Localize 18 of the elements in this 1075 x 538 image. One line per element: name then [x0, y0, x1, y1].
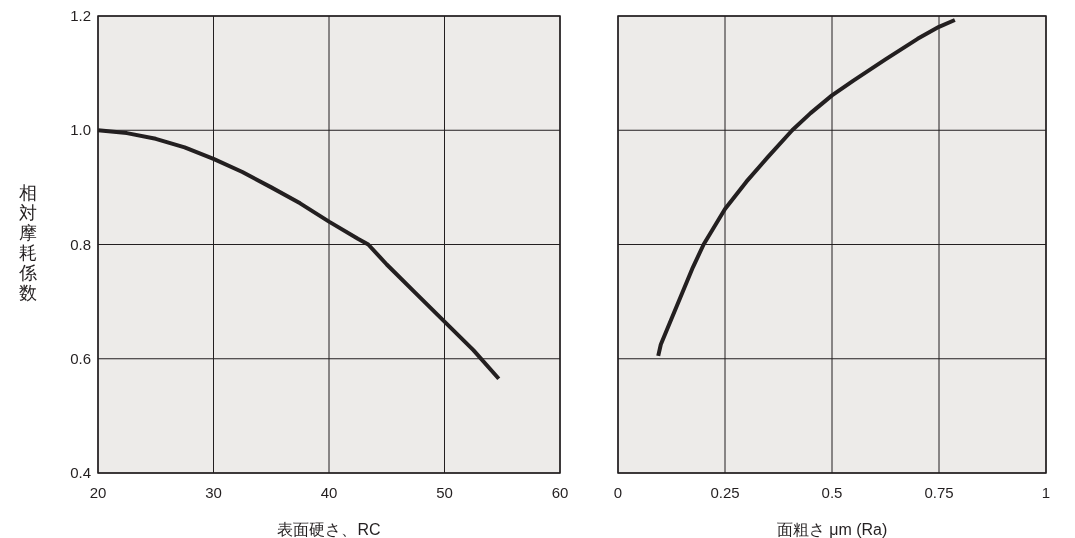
x-tick-label: 20 — [89, 484, 107, 501]
x-tick-label: 60 — [551, 484, 569, 501]
y-tick-label: 0.6 — [70, 349, 91, 367]
x-tick-label: 0.25 — [710, 484, 740, 501]
x-tick-label: 0.75 — [924, 484, 954, 501]
x-axis-title: 表面硬さ、RC — [277, 521, 381, 538]
y-axis-title: 相対摩耗係数 — [18, 182, 37, 303]
x-tick-label: 50 — [436, 484, 453, 501]
x-tick-label: 0 — [613, 484, 623, 501]
y-tick-label: 0.8 — [70, 235, 91, 253]
y-tick-label: 0.4 — [70, 464, 91, 481]
x-tick-label: 30 — [205, 484, 222, 501]
x-tick-label: 40 — [320, 484, 338, 501]
x-axis-title: 面粗さ μm (Ra) — [776, 521, 888, 538]
x-tick-label: 0.5 — [821, 484, 843, 501]
y-tick-label: 1.0 — [70, 121, 91, 139]
x-tick-label: 1 — [1041, 484, 1051, 501]
y-tick-label: 1.2 — [70, 7, 91, 24]
